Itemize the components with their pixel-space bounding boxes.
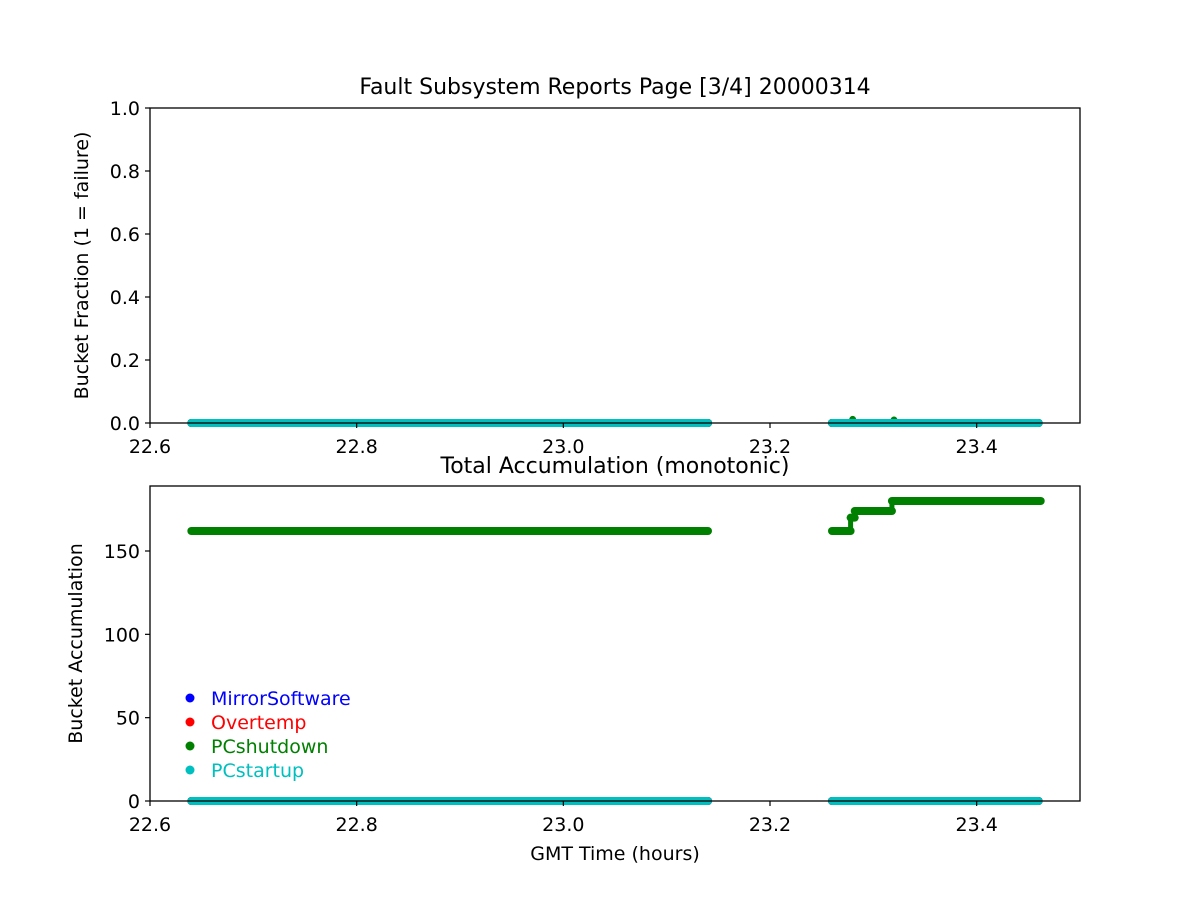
fraction-x-tick-label-22-6: 22.6 [129, 436, 171, 458]
accumulation-panel-axes: 22.6 22.8 23.0 23.2 23.4 0 50 100 150 [104, 541, 998, 836]
fraction-x-tick-label-23-2: 23.2 [749, 436, 791, 458]
accumulation-y-tick-label-150: 150 [104, 541, 140, 563]
fraction-panel-title: Fault Subsystem Reports Page [3/4] 20000… [359, 75, 870, 100]
accumulation-x-tick-label-22-8: 22.8 [336, 814, 378, 836]
fraction-y-tick-label-0-0: 0.0 [110, 413, 140, 435]
fraction-panel-axes: 22.6 22.8 23.0 23.2 23.4 0.0 0.2 0.4 0.6 0.8 1.0 [110, 98, 998, 458]
fraction-x-tick-label-23-0: 23.0 [542, 436, 584, 458]
fraction-panel-y-label: Bucket Fraction (1 = failure) [71, 132, 93, 400]
legend-marker-overtemp [185, 717, 195, 727]
legend-marker-pcstartup [185, 765, 195, 775]
accumulation-x-tick-label-22-6: 22.6 [129, 814, 171, 836]
accumulation-y-tick-label-0: 0 [128, 791, 140, 813]
legend-label-overtemp: Overtemp [211, 712, 306, 734]
legend-label-pcshutdown: PCshutdown [211, 736, 328, 758]
legend-label-mirrorsoftware: MirrorSoftware [211, 688, 351, 710]
fraction-y-tick-label-0-8: 0.8 [110, 161, 140, 183]
accumulation-panel-frame [149, 485, 1081, 802]
fraction-y-tick-label-0-6: 0.6 [110, 224, 140, 246]
fraction-y-tick-label-0-2: 0.2 [110, 350, 140, 372]
legend-entry-pcshutdown: PCshutdown [185, 736, 328, 758]
accumulation-panel-y-label: Bucket Accumulation [65, 543, 87, 744]
accumulation-y-tick-label-100: 100 [104, 624, 140, 646]
fraction-panel: 22.6 22.8 23.0 23.2 23.4 0.0 0.2 0.4 0.6 0.8 1.0 F… [71, 75, 1081, 458]
legend-entry-pcstartup: PCstartup [185, 760, 304, 782]
legend-marker-pcshutdown [185, 741, 195, 751]
accumulation-x-tick-label-23-2: 23.2 [749, 814, 791, 836]
accumulation-panel-title: Total Accumulation (monotonic) [440, 454, 790, 479]
fraction-panel-frame [149, 107, 1081, 424]
accumulation-panel-x-label: GMT Time (hours) [530, 843, 700, 865]
fraction-x-tick-label-22-8: 22.8 [336, 436, 378, 458]
legend-marker-mirrorsoftware [185, 693, 195, 703]
legend-entry-overtemp: Overtemp [185, 712, 306, 734]
accumulation-x-tick-label-23-4: 23.4 [956, 814, 998, 836]
accumulation-x-tick-label-23-0: 23.0 [542, 814, 584, 836]
accumulation-y-tick-label-50: 50 [116, 708, 140, 730]
fraction-x-tick-label-23-4: 23.4 [956, 436, 998, 458]
legend-entry-mirrorsoftware: MirrorSoftware [185, 688, 351, 710]
fraction-y-tick-label-0-4: 0.4 [110, 287, 140, 309]
fraction-y-tick-label-1-0: 1.0 [110, 98, 140, 120]
accumulation-panel: 22.6 22.8 23.0 23.2 23.4 0 50 100 150 Total Accu… [65, 454, 1081, 865]
legend: MirrorSoftware Overtemp PCshutdown PCsta… [185, 688, 351, 782]
legend-label-pcstartup: PCstartup [211, 760, 304, 782]
